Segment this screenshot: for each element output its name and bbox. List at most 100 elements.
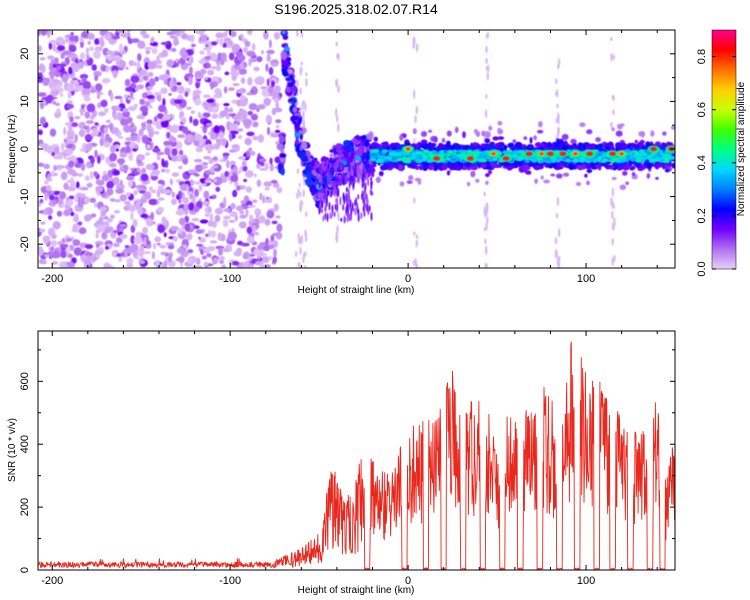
- noise-cell: [75, 181, 80, 189]
- track-cell: [311, 169, 317, 175]
- noise-cell: [157, 224, 166, 234]
- noise-cell: [83, 125, 89, 130]
- noise-cell: [485, 245, 488, 256]
- signal-cell: [420, 139, 428, 145]
- y-tick-label: 400: [19, 435, 31, 453]
- signal-cell: [616, 123, 623, 130]
- noise-cell: [125, 87, 132, 92]
- noise-cell: [135, 231, 142, 238]
- track-peak: [294, 132, 301, 138]
- noise-cell: [165, 168, 170, 174]
- signal-peak: [610, 152, 615, 155]
- noise-cell: [215, 88, 221, 97]
- noise-cell: [213, 125, 220, 134]
- noise-cell: [55, 36, 65, 45]
- noise-cell: [141, 167, 147, 174]
- track-cell: [350, 176, 353, 186]
- noise-cell: [252, 199, 258, 203]
- noise-cell: [105, 119, 111, 123]
- noise-cell: [119, 151, 128, 158]
- noise-cell: [236, 89, 244, 94]
- noise-cell: [115, 148, 119, 152]
- noise-cell: [56, 165, 66, 169]
- noise-cell: [239, 94, 246, 101]
- signal-cell: [414, 177, 421, 182]
- noise-cell: [169, 178, 173, 186]
- signal-cell: [630, 165, 636, 170]
- noise-cell: [275, 215, 281, 219]
- signal-cell: [647, 162, 652, 170]
- track-cell: [282, 34, 289, 40]
- noise-cell: [152, 221, 156, 225]
- noise-cell: [137, 40, 146, 49]
- track-cell: [342, 204, 345, 211]
- noise-cell: [271, 133, 281, 138]
- noise-cell: [611, 238, 614, 246]
- noise-cell: [39, 116, 47, 126]
- noise-cell: [105, 246, 109, 250]
- signal-cell: [486, 165, 492, 170]
- noise-cell: [43, 208, 48, 215]
- noise-cell: [186, 106, 192, 110]
- noise-cell: [123, 124, 131, 133]
- noise-cell: [96, 224, 106, 233]
- noise-cell: [218, 247, 223, 256]
- noise-cell: [64, 148, 74, 156]
- noise-cell: [194, 225, 200, 229]
- noise-cell: [38, 247, 44, 256]
- signal-cell: [428, 165, 433, 170]
- noise-cell: [95, 233, 99, 239]
- noise-cell: [53, 165, 58, 171]
- signal-cell: [646, 173, 651, 179]
- signal-cell: [462, 131, 466, 139]
- noise-cell: [154, 92, 162, 96]
- noise-cell: [106, 181, 114, 189]
- track-cell: [360, 135, 367, 140]
- track-cell: [366, 198, 369, 205]
- noise-cell: [104, 107, 109, 114]
- noise-cell: [97, 179, 105, 186]
- signal-cell: [373, 136, 378, 142]
- noise-cell: [210, 230, 216, 238]
- noise-cell: [83, 77, 87, 82]
- noise-cell: [558, 255, 561, 262]
- noise-cell: [40, 260, 48, 264]
- signal-cell: [503, 162, 510, 167]
- noise-cell: [274, 129, 281, 134]
- noise-cell: [80, 162, 86, 171]
- noise-cell: [268, 255, 272, 261]
- signal-cell: [590, 143, 596, 150]
- noise-cell: [146, 119, 153, 125]
- noise-cell: [237, 128, 244, 132]
- noise-cell: [38, 45, 43, 52]
- track-cell: [329, 177, 332, 186]
- noise-cell: [232, 260, 240, 266]
- noise-cell: [182, 126, 189, 134]
- noise-cell: [38, 228, 46, 233]
- track-cell: [362, 197, 365, 204]
- noise-cell: [112, 106, 122, 111]
- track-cell: [305, 163, 310, 172]
- signal-cell: [441, 163, 448, 171]
- noise-cell: [104, 173, 108, 182]
- noise-cell: [105, 133, 110, 140]
- noise-cell: [415, 234, 419, 239]
- noise-cell: [186, 233, 193, 241]
- noise-cell: [146, 215, 153, 219]
- noise-cell: [302, 256, 305, 263]
- noise-cell: [38, 30, 41, 37]
- noise-cell: [198, 139, 204, 148]
- signal-cell: [611, 176, 617, 181]
- noise-cell: [554, 237, 558, 245]
- track-cell: [301, 141, 308, 150]
- noise-cell: [269, 196, 272, 204]
- noise-cell: [611, 95, 614, 100]
- noise-cell: [170, 124, 180, 133]
- noise-cell: [254, 208, 262, 216]
- noise-cell: [253, 66, 260, 72]
- noise-cell: [232, 83, 240, 87]
- noise-cell: [193, 140, 200, 147]
- colorbar-tick-label: 0.6: [696, 102, 708, 117]
- noise-cell: [65, 83, 75, 92]
- noise-cell: [253, 173, 257, 178]
